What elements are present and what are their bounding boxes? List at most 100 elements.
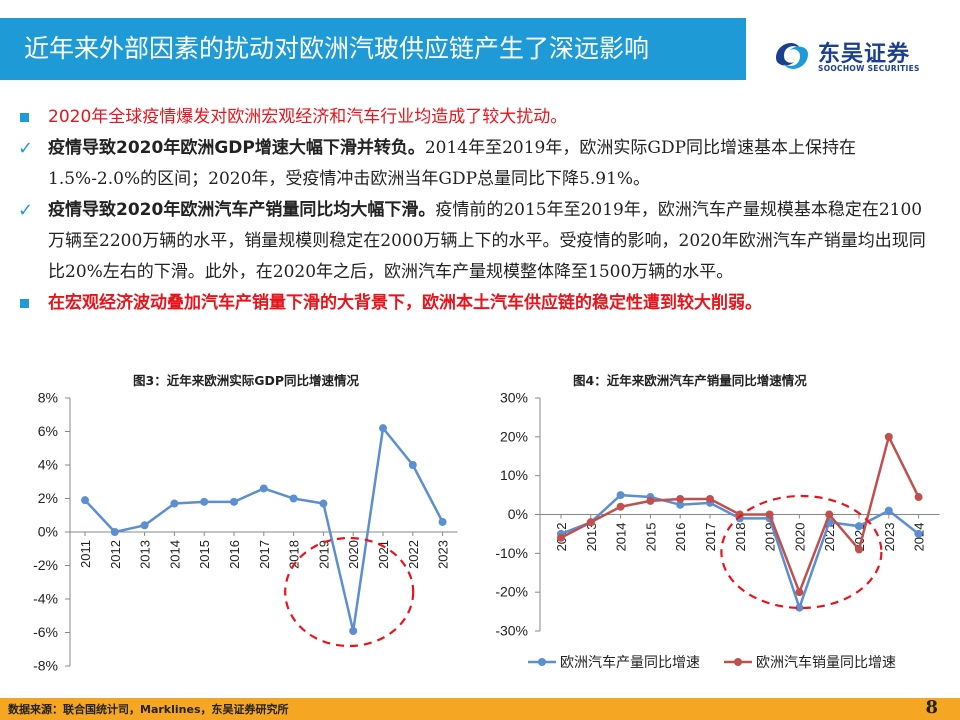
y-tick-label: -10%: [495, 545, 528, 561]
x-tick-label: 2015: [643, 523, 658, 552]
x-tick-label: 2014: [167, 540, 182, 569]
series-2-point: [795, 588, 804, 597]
logo-name-cn: 东吴证券: [818, 42, 911, 67]
series-1-point: [616, 491, 625, 500]
x-tick-label: 2020: [792, 523, 807, 552]
square-bullet-icon: [18, 102, 29, 133]
y-tick-label: 30%: [500, 390, 528, 406]
series-1-point: [914, 529, 923, 538]
check-icon: ✓: [18, 200, 34, 221]
slide-title: 近年来外部因素的扰动对欧洲汽玻供应链产生了深远影响: [0, 18, 746, 80]
logo-name-en: SOOCHOW SECURITIES: [818, 64, 920, 73]
x-tick-label: 2013: [584, 523, 599, 552]
page-number: 8: [925, 697, 938, 718]
series-2-point: [646, 496, 655, 505]
gdp-growth-chart: 8% 6% 4% 2% 0% -2% -4% -6% -8% 2011 2012 2013 2014 20…: [33, 390, 458, 674]
series-2-point: [676, 494, 685, 503]
series-1-point: [81, 496, 89, 505]
x-tick-label: 2016: [673, 523, 688, 552]
bullet-3: ✓ 疫情导致2020年欧洲汽车产销量同比均大幅下滑。疫情前的2015年至2019…: [18, 195, 938, 288]
data-source: 数据来源：联合国统计司，Marklines，东吴证券研究所: [8, 703, 289, 716]
y-tick-label: 6%: [38, 423, 58, 439]
y-tick-label: 10%: [500, 467, 528, 483]
series-2-point: [855, 545, 863, 554]
series-1-point: [438, 517, 447, 526]
series-1-point: [230, 497, 238, 506]
bullet-2: ✓ 疫情导致2020年欧洲GDP增速大幅下滑并转负。2014年至2019年，欧洲…: [18, 133, 938, 195]
highlight-ellipse: [720, 494, 883, 610]
series-2-point: [735, 510, 744, 519]
x-tick-label: 2023: [436, 540, 451, 569]
legend-marker-1: [538, 658, 546, 666]
series-1-point: [884, 506, 893, 515]
bullet-list: 2020年全球疫情爆发对欧洲宏观经济和汽车行业均造成了较大扰动。 ✓ 疫情导致2…: [18, 102, 938, 319]
bullet-2-body: 2014年至2019年，欧洲实际GDP同比增速基本上保持在1.5%-2.0%的区…: [48, 138, 857, 189]
square-bullet-icon: [18, 288, 29, 319]
series-2-point: [586, 518, 595, 527]
legend-label-1: 欧洲汽车产量同比增速: [560, 654, 700, 670]
bullet-1: 2020年全球疫情爆发对欧洲宏观经济和汽车行业均造成了较大扰动。: [18, 102, 938, 133]
series-1-point: [795, 603, 804, 612]
series-1-point: [408, 461, 417, 469]
chart-2-title: 图4：近年来欧洲汽车产销量同比增速情况: [573, 373, 807, 388]
y-tick-label: -4%: [33, 591, 58, 607]
x-tick-label: 2017: [257, 540, 272, 569]
series-line-1: [84, 425, 444, 632]
x-tick-label: 2011: [78, 540, 93, 568]
y-tick-label: 0%: [508, 506, 528, 522]
series-2-point: [914, 493, 923, 502]
series-2-point: [616, 502, 625, 511]
x-tick-label: 2023: [882, 523, 897, 552]
series-1-point: [259, 484, 268, 493]
series-1-point: [110, 528, 119, 536]
legend-marker-2: [734, 658, 742, 666]
x-tick-label: 2014: [614, 523, 629, 552]
series-1-point: [676, 500, 685, 509]
y-tick-label: -2%: [33, 557, 58, 573]
series-1-point: [855, 522, 863, 531]
y-tick-label: 0%: [38, 524, 58, 540]
series-1-point: [200, 497, 209, 506]
y-tick-label: -6%: [33, 624, 58, 640]
bullet-4: 在宏观经济波动叠加汽车产销量下滑的大背景下，欧洲本土汽车供应链的稳定性遭到较大削…: [18, 288, 938, 319]
series-2-point: [706, 494, 714, 503]
series-1-point: [170, 499, 179, 508]
series-1-point: [349, 626, 358, 635]
x-tick-label: 2016: [227, 540, 242, 569]
x-tick-label: 2015: [197, 540, 212, 569]
series-1-point: [319, 499, 328, 508]
x-tick-label: 2019: [316, 540, 331, 569]
x-tick-label: 2020: [346, 540, 361, 569]
logo-mark-icon: [776, 43, 808, 69]
y-tick-label: 20%: [500, 428, 528, 444]
y-tick-label: 2%: [38, 490, 58, 506]
legend-label-2: 欧洲汽车销量同比增速: [756, 654, 896, 670]
bullet-4-text: 在宏观经济波动叠加汽车产销量下滑的大背景下，欧洲本土汽车供应链的稳定性遭到较大削…: [48, 293, 762, 313]
bullet-2-heading: 疫情导致2020年欧洲GDP增速大幅下滑并转负。: [48, 138, 425, 158]
x-tick-label: 2013: [138, 540, 153, 569]
bullet-3-body: 疫情前的2015年至2019年，欧洲汽车产量规模基本稳定在2100万辆至2200…: [48, 200, 926, 282]
check-icon: ✓: [18, 138, 34, 159]
y-tick-label: -20%: [495, 584, 528, 600]
footer-bar: 数据来源：联合国统计司，Marklines，东吴证券研究所 8: [0, 697, 960, 720]
x-tick-label: 2018: [733, 523, 748, 552]
x-tick-label: 2022: [406, 540, 421, 569]
x-tick-label: 2021: [376, 540, 391, 569]
y-tick-label: 4%: [38, 457, 58, 473]
series-1-point: [140, 521, 149, 530]
y-tick-label: -30%: [495, 623, 528, 639]
series-2-point: [825, 510, 834, 519]
series-2-point: [765, 510, 774, 519]
x-tick-label: 2017: [703, 523, 718, 552]
bullet-3-heading: 疫情导致2020年欧洲汽车产销量同比均大幅下滑。: [48, 200, 436, 220]
series-1-point: [379, 424, 387, 433]
x-tick-label: 2018: [287, 540, 302, 569]
y-tick-label: 8%: [38, 390, 58, 406]
series-2-point: [557, 533, 565, 542]
y-tick-label: -8%: [33, 658, 58, 674]
chart-1-title: 图3：近年来欧洲实际GDP同比增速情况: [133, 373, 359, 388]
company-logo: 东吴证券 SOOCHOW SECURITIES: [772, 34, 942, 80]
series-1-point: [289, 494, 298, 503]
x-tick-label: 2012: [108, 540, 123, 569]
bullet-1-text: 2020年全球疫情爆发对欧洲宏观经济和汽车行业均造成了较大扰动。: [48, 107, 568, 127]
